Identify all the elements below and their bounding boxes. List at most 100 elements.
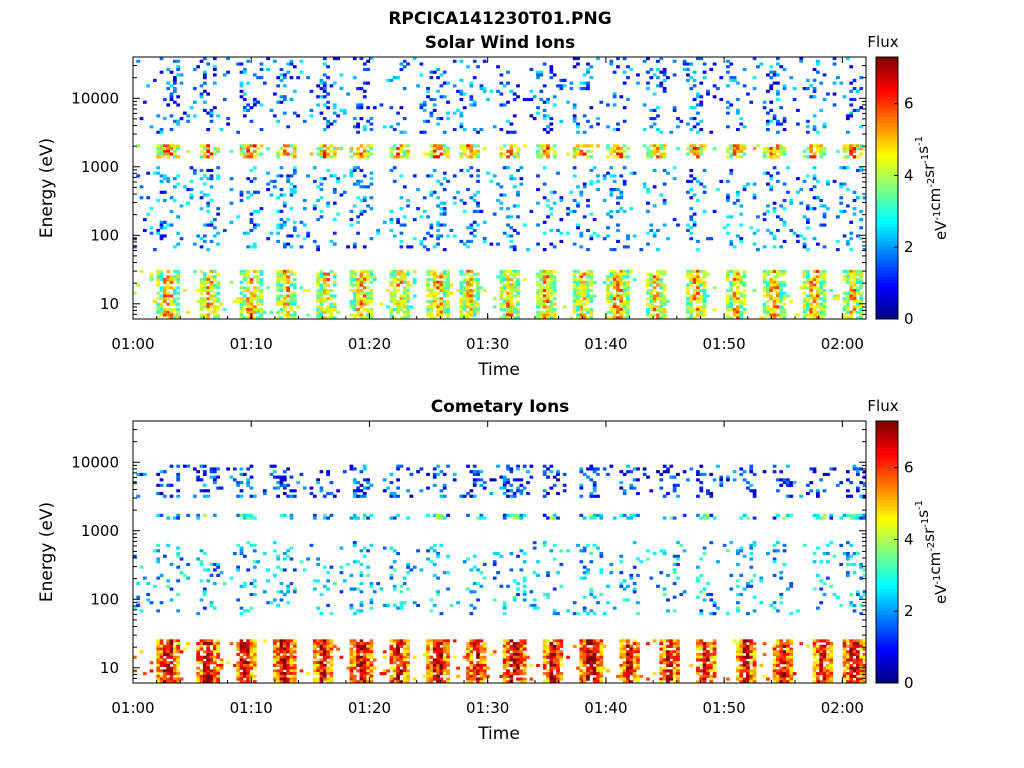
heatmap-cell [302,288,307,293]
heatmap-cell [579,310,584,314]
heatmap-cell [436,234,440,238]
heatmap-cell [436,237,440,241]
heatmap-cell [169,152,174,156]
heatmap-cell [396,552,400,556]
heatmap-cell [316,669,320,673]
heatmap-cell [282,483,287,487]
heatmap-cell [176,658,181,662]
heatmap-cell [702,269,707,274]
heatmap-cell [276,658,280,662]
heatmap-cell [806,297,810,301]
heatmap-cell [586,275,590,279]
heatmap-cell [842,308,847,312]
heatmap-cell [472,234,477,238]
heatmap-cell [539,278,544,282]
heatmap-cell [349,573,354,577]
heatmap-cell [762,269,767,274]
heatmap-cell [169,642,174,646]
heatmap-cell [472,100,477,104]
heatmap-cell [329,491,334,496]
heatmap-cell [329,655,334,659]
heatmap-cell [239,549,244,553]
heatmap-cell [492,212,497,216]
heatmap-cell [506,275,510,279]
heatmap-cell [652,286,657,290]
heatmap-cell [339,590,344,594]
heatmap-cell [312,672,317,676]
heatmap-cell [469,308,474,312]
heatmap-cell [289,516,294,520]
heatmap-cell [246,677,251,681]
heatmap-cell [686,310,690,314]
heatmap-cell [839,81,844,85]
heatmap-cell [459,111,464,115]
heatmap-cell [539,97,544,102]
heatmap-cell [459,299,464,304]
heatmap-cell [692,149,697,153]
heatmap-cell [246,652,251,657]
heatmap-cell [686,223,690,227]
heatmap-cell [352,644,357,648]
heatmap-cell [362,658,367,662]
heatmap-cell [216,114,221,118]
heatmap-cell [209,470,214,474]
heatmap-cell [199,655,204,659]
heatmap-cell [159,269,164,274]
heatmap-cell [209,658,214,662]
heatmap-cell [686,62,690,66]
heatmap-cell [509,174,514,178]
heatmap-cell [349,587,354,591]
heatmap-cell [832,297,837,301]
heatmap-cell [739,237,744,241]
heatmap-cell [212,81,217,85]
heatmap-cell [326,669,330,673]
heatmap-cell [846,239,850,243]
heatmap-cell [369,144,374,148]
heatmap-cell [212,308,217,312]
heatmap-cell [616,291,620,295]
heatmap-cell [796,122,800,126]
heatmap-cell [442,275,447,279]
heatmap-cell [366,652,370,657]
heatmap-cell [246,190,251,194]
heatmap-cell [299,245,304,249]
heatmap-cell [176,650,181,654]
heatmap-cell [439,73,444,77]
heatmap-cell [516,152,520,156]
heatmap-cell [432,299,437,304]
heatmap-cell [859,278,864,282]
heatmap-cell [849,286,854,290]
heatmap-cell [626,310,630,314]
heatmap-cell [269,108,274,112]
heatmap-cell [356,489,360,493]
heatmap-cell [352,302,357,306]
heatmap-cell [252,666,257,670]
heatmap-cell [406,299,410,304]
heatmap-cell [316,557,320,561]
heatmap-cell [672,59,677,63]
heatmap-cell [389,650,394,654]
heatmap-cell [559,231,564,235]
heatmap-cell [702,299,707,304]
heatmap-cell [766,149,770,153]
heatmap-cell [426,644,430,648]
heatmap-cell [289,489,294,493]
heatmap-cell [852,280,857,284]
heatmap-cell [236,299,241,304]
heatmap-cell [202,606,207,610]
heatmap-cell [362,666,367,670]
heatmap-cell [246,280,251,284]
heatmap-cell [326,650,330,654]
heatmap-cell [242,297,247,301]
heatmap-cell [246,310,251,314]
heatmap-cell [349,313,354,317]
heatmap-cell [542,114,547,118]
heatmap-cell [686,190,690,194]
heatmap-cell [236,672,241,676]
heatmap-cell [399,302,404,306]
heatmap-cell [356,516,360,520]
heatmap-cell [506,316,510,320]
heatmap-cell [159,674,164,678]
heatmap-cell [352,316,357,320]
heatmap-cell [542,302,547,306]
